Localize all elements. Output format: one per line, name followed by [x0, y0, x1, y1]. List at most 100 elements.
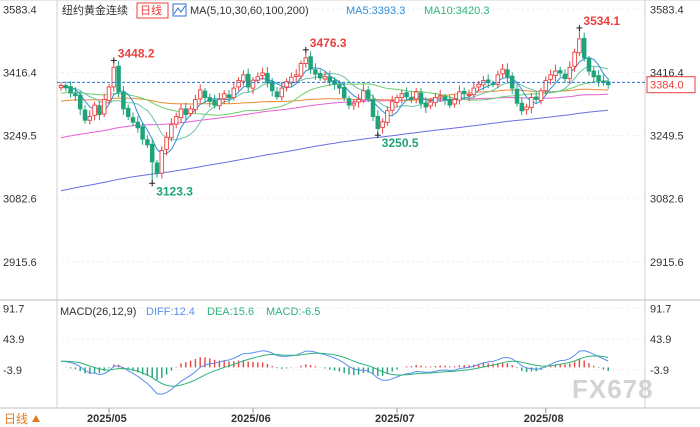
- candle-body: [341, 87, 347, 99]
- price-tick-left: 3082.6: [3, 194, 37, 206]
- price-tick-left: 3583.4: [3, 4, 37, 16]
- price-tick-left: 2915.6: [3, 257, 37, 269]
- period-badge[interactable]: 日线: [140, 3, 162, 17]
- ma5-label: MA5:3393.3: [346, 5, 405, 17]
- macd-value-label: MACD:-6.5: [266, 306, 320, 318]
- candle-body: [476, 83, 481, 88]
- candle-body: [121, 91, 126, 110]
- candle-body: [279, 87, 285, 98]
- candle-body: [97, 105, 102, 116]
- candle-body: [418, 92, 424, 104]
- candle-body: [140, 126, 145, 140]
- candle-body: [303, 57, 309, 64]
- candle-body: [154, 162, 160, 174]
- candle-body: [543, 80, 549, 92]
- candle-body: [361, 90, 366, 101]
- candle-body: [433, 97, 438, 104]
- candle-body: [605, 81, 611, 86]
- candle-body: [572, 51, 577, 67]
- candle-body: [581, 37, 587, 59]
- candle-body: [351, 102, 357, 106]
- last-price-box: [646, 76, 696, 94]
- grid-lines: [57, 8, 645, 263]
- price-tick-right: 3583.4: [650, 4, 684, 16]
- candle-body: [529, 97, 534, 109]
- candle-body: [308, 56, 313, 70]
- candle-body: [82, 109, 88, 121]
- candle-body: [226, 94, 232, 99]
- candle-body: [63, 84, 69, 89]
- candle-body: [524, 106, 529, 111]
- date-label: 2025/08: [524, 413, 564, 425]
- candle-body: [269, 81, 275, 92]
- macd-tick-left: 91.7: [3, 303, 24, 315]
- ma200-line: [60, 109, 609, 192]
- macd-legend: MACD(26,12,9): [60, 306, 136, 318]
- candle-body: [68, 86, 73, 94]
- candle-body: [471, 87, 477, 95]
- ma-toggle-icon[interactable]: [172, 3, 187, 17]
- period-badge-box[interactable]: [136, 2, 169, 19]
- candle-body: [447, 98, 453, 106]
- candle-body: [490, 83, 496, 86]
- candle-body: [596, 75, 601, 81]
- watermark: FX678: [572, 374, 654, 404]
- candle-body: [207, 97, 213, 102]
- candle-body: [236, 80, 241, 88]
- macd-tick-left: 43.9: [3, 334, 24, 346]
- ellipsis-icon[interactable]: ⋯: [2, 301, 12, 312]
- candle-body: [548, 74, 553, 80]
- candle-body: [101, 98, 107, 115]
- candle-body: [145, 139, 150, 146]
- candle-body: [519, 102, 525, 112]
- candle-body: [404, 92, 409, 98]
- caret-up-icon[interactable]: [32, 415, 40, 422]
- candle-body: [77, 94, 83, 110]
- candle-body: [413, 91, 419, 100]
- candle-body: [553, 70, 558, 76]
- candle-body: [423, 102, 429, 108]
- candle-body: [92, 104, 97, 116]
- annotation-label: 3123.3: [156, 184, 193, 198]
- candle-body: [567, 66, 573, 80]
- annotation-label: 3476.3: [310, 36, 347, 50]
- candle-body: [538, 90, 544, 102]
- candlesticks: [58, 27, 611, 184]
- candle-body: [260, 72, 265, 77]
- candle-body: [505, 69, 510, 78]
- macd-tick-right: 43.9: [650, 334, 671, 346]
- candle-body: [250, 79, 256, 89]
- candle-body: [169, 124, 174, 139]
- price-tick-right: 3249.5: [650, 131, 684, 143]
- candle-body: [586, 58, 592, 72]
- diff-line: [60, 350, 609, 395]
- candle-body: [106, 86, 112, 102]
- candle-body: [399, 93, 405, 99]
- candle-body: [274, 91, 280, 98]
- candle-body: [457, 91, 462, 101]
- macd-tick-left: -3.9: [3, 365, 22, 377]
- period-selector[interactable]: 日线: [4, 412, 28, 426]
- candle-body: [442, 96, 448, 100]
- dea-label: DEA:15.6: [207, 306, 254, 318]
- candle-body: [87, 116, 93, 121]
- candle-body: [495, 74, 501, 85]
- candle-body: [284, 81, 289, 88]
- price-tick-left: 3249.5: [3, 131, 37, 143]
- candle-body: [58, 84, 64, 89]
- date-label: 2025/06: [231, 413, 271, 425]
- candle-body: [188, 108, 193, 114]
- candle-body: [159, 150, 165, 174]
- candle-body: [289, 76, 294, 83]
- candle-body: [197, 89, 203, 100]
- candle-body: [130, 117, 136, 123]
- candle-body: [346, 98, 352, 106]
- candle-body: [265, 73, 270, 83]
- macd-tick-right: -3.9: [650, 365, 669, 377]
- candle-body: [125, 107, 131, 117]
- candle-body: [514, 88, 520, 104]
- candle-body: [293, 74, 299, 78]
- ma10-label: MA10:3420.3: [424, 5, 489, 17]
